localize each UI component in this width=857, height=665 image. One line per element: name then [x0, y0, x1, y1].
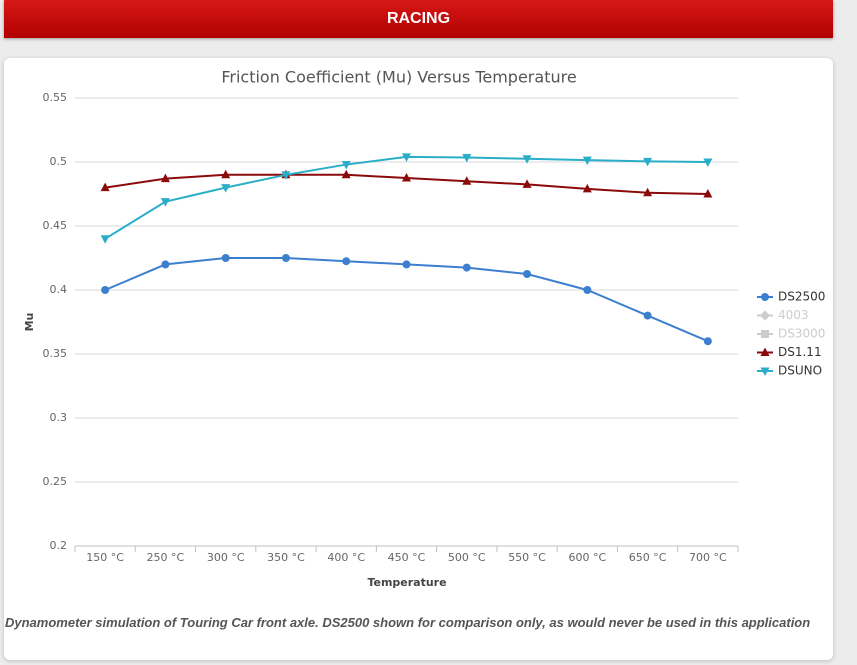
data-point	[160, 173, 170, 183]
y-tick-label: 0.4	[50, 283, 68, 296]
data-point	[101, 286, 110, 294]
data-point	[341, 161, 351, 170]
data-point	[281, 254, 290, 262]
header-title: RACING	[4, 0, 833, 38]
x-axis-label: Temperature	[367, 576, 446, 589]
y-tick-label: 0.5	[50, 155, 68, 168]
data-point	[462, 176, 472, 185]
chart: Friction Coefficient (Mu) Versus Tempera…	[23, 68, 825, 590]
data-point	[402, 153, 411, 162]
data-point	[522, 179, 532, 188]
y-tick-label: 0.3	[50, 411, 68, 424]
chart-title: Friction Coefficient (Mu) Versus Tempera…	[221, 68, 576, 87]
x-tick-label: 400 °C	[327, 551, 365, 564]
data-point	[583, 286, 592, 294]
y-axis-label: Mu	[23, 313, 36, 332]
data-point	[643, 187, 653, 197]
data-point	[100, 235, 110, 244]
x-tick-label: 550 °C	[508, 551, 546, 564]
x-tick-label: 250 °C	[147, 551, 185, 564]
data-point	[221, 254, 230, 262]
y-tick-label: 0.2	[50, 539, 68, 552]
x-tick-label: 700 °C	[689, 551, 727, 564]
x-tick-label: 600 °C	[568, 551, 606, 564]
x-tick-label: 350 °C	[267, 551, 305, 564]
legend-symbol	[760, 310, 770, 321]
chart-card	[4, 58, 833, 660]
data-point	[221, 169, 231, 179]
data-point	[523, 270, 532, 278]
footer-note: Dynamometer simulation of Touring Car fr…	[5, 615, 811, 630]
x-tick-label: 650 °C	[629, 551, 667, 564]
data-point	[703, 189, 713, 198]
data-point	[703, 337, 712, 346]
legend-symbol	[760, 347, 770, 356]
y-tick-label: 0.25	[43, 475, 68, 488]
data-point	[281, 171, 291, 180]
data-point	[643, 157, 653, 167]
data-point	[703, 158, 713, 167]
data-point	[462, 263, 471, 272]
legend-label: DSUNO	[778, 364, 822, 378]
x-tick-label: 150 °C	[86, 551, 124, 564]
data-point	[462, 154, 472, 163]
data-point	[341, 169, 351, 179]
y-tick-label: 0.45	[43, 219, 68, 232]
data-point	[643, 311, 652, 320]
legend-label: DS2500	[778, 290, 825, 304]
legend-label: DS3000	[778, 327, 825, 341]
x-tick-label: 450 °C	[388, 551, 426, 564]
legend-label: 4003	[778, 308, 809, 322]
legend-label: DS1.11	[778, 345, 822, 359]
data-point	[160, 198, 170, 207]
series-line	[104, 155, 708, 240]
data-point	[522, 155, 532, 164]
x-tick-label: 300 °C	[207, 551, 245, 564]
y-tick-label: 0.55	[43, 91, 68, 104]
data-point	[342, 257, 351, 266]
legend-symbol	[761, 293, 769, 301]
data-point	[161, 260, 170, 269]
x-tick-label: 500 °C	[448, 551, 486, 564]
data-point	[402, 173, 411, 182]
data-point	[100, 182, 110, 192]
data-point	[402, 260, 411, 269]
data-point	[582, 183, 592, 193]
y-tick-label: 0.35	[43, 347, 68, 360]
series-line	[104, 257, 709, 343]
data-point	[221, 184, 231, 193]
legend-symbol	[760, 367, 770, 376]
legend-symbol	[761, 330, 769, 338]
data-point	[582, 156, 592, 166]
